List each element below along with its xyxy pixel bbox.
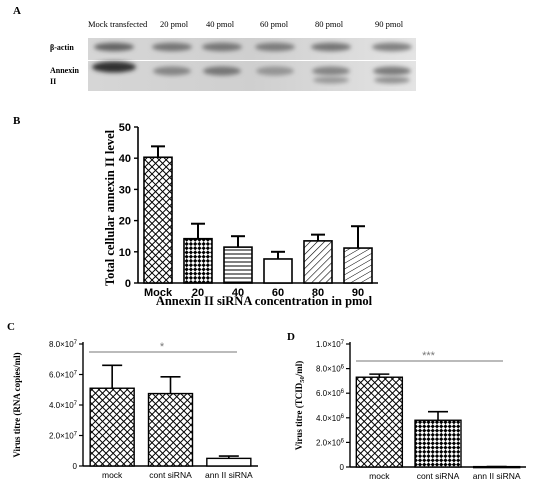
x-tick-label: mock <box>102 470 123 480</box>
panel-label-a: A <box>13 5 21 17</box>
band-annexin-lower <box>374 76 410 84</box>
y-tick-label: 40 <box>119 153 131 165</box>
y-tick-label: 30 <box>119 184 131 196</box>
chart-d: 0 2.0×106 4.0×106 6.0×106 8.0×106 1.0×107 mock… <box>294 340 526 481</box>
band-beta-actin <box>372 42 412 52</box>
y-axis-label: Virus titre (TCID50/ml) <box>294 361 306 451</box>
y-tick-label: 2.0×107 <box>49 432 78 441</box>
y-tick-label: 8.0×106 <box>316 365 345 374</box>
bar <box>303 240 333 284</box>
x-tick-label: 60 <box>272 287 284 299</box>
bar <box>143 156 173 284</box>
band-annexin <box>373 66 411 76</box>
x-tick-label: 20 <box>192 287 204 299</box>
chart-c: 0 2.0×107 4.0×107 6.0×107 8.0×107 mock cont si… <box>12 340 258 480</box>
y-tick-label: 4.0×106 <box>316 414 345 423</box>
x-tick-label: cont siRNA <box>149 470 192 480</box>
band-beta-actin <box>94 42 134 52</box>
y-tick-label: 6.0×107 <box>49 371 78 380</box>
panel-label-c: C <box>7 321 15 333</box>
x-tick-label: 90 <box>352 287 364 299</box>
x-tick-label: Mock <box>144 287 173 299</box>
y-tick-label: 1.0×107 <box>316 340 345 349</box>
bar <box>206 457 252 467</box>
x-tick-label: ann II siRNA <box>205 470 253 480</box>
x-tick-label: ann II siRNA <box>473 471 521 481</box>
y-tick-label: 4.0×107 <box>49 401 78 410</box>
significance-marker: *** <box>422 350 436 362</box>
bar <box>355 376 404 468</box>
y-tick-label: 0 <box>73 462 78 471</box>
bar <box>147 392 194 467</box>
band-annexin <box>153 66 191 76</box>
y-tick-label: 6.0×106 <box>316 389 345 398</box>
y-tick-label: 0 <box>125 278 131 290</box>
blot-row-label-annexin: Annexin <box>50 66 79 75</box>
y-tick-label: 10 <box>119 247 131 259</box>
lane-label-80: 80 pmol <box>315 19 344 29</box>
lane-label-60: 60 pmol <box>260 19 289 29</box>
bar <box>472 465 521 469</box>
panel-label-b: B <box>13 115 21 127</box>
significance-marker: * <box>160 341 165 353</box>
y-axis-label: Total cellular annexin II level <box>103 129 117 286</box>
x-tick-label: 80 <box>312 287 324 299</box>
bar <box>183 237 213 284</box>
y-tick-label: 0 <box>340 463 345 472</box>
band-annexin <box>92 61 136 73</box>
lane-label-mock: Mock transfected <box>88 19 148 29</box>
x-tick-label: cont siRNA <box>417 471 460 481</box>
bar <box>414 419 462 468</box>
band-beta-actin <box>202 42 242 52</box>
x-tick-label: 40 <box>232 287 244 299</box>
band-annexin <box>256 66 294 76</box>
band-annexin-lower <box>313 76 349 84</box>
y-tick-label: 2.0×106 <box>316 438 345 447</box>
blot-strip-beta-actin <box>88 38 416 60</box>
lane-label-20: 20 pmol <box>160 19 189 29</box>
y-tick-label: 8.0×107 <box>49 340 78 349</box>
band-beta-actin <box>152 42 192 52</box>
blot-row-label-beta-actin: β-actin <box>50 43 74 52</box>
band-beta-actin <box>255 42 295 52</box>
y-tick-label: 20 <box>119 216 131 228</box>
lane-label-40: 40 pmol <box>206 19 235 29</box>
western-blot <box>88 38 416 91</box>
band-annexin <box>312 66 350 76</box>
band-beta-actin <box>311 42 351 52</box>
bar <box>89 387 135 467</box>
y-tick-label: 50 <box>119 122 131 134</box>
panel-label-d: D <box>287 331 295 343</box>
bar <box>263 258 293 284</box>
y-axis-label: Virus titre (RNA copies/ml) <box>12 352 22 457</box>
bar <box>343 247 373 284</box>
x-axis-label: Annexin II siRNA concentration in pmol <box>156 294 373 308</box>
blot-row-label-ii: II <box>50 77 56 86</box>
band-annexin <box>203 66 241 76</box>
bar <box>223 246 253 284</box>
blot-strip-annexin <box>88 61 416 91</box>
blot-lane-labels: Mock transfected 20 pmol 40 pmol 60 pmol… <box>88 19 404 29</box>
lane-label-90: 90 pmol <box>375 19 404 29</box>
x-tick-label: mock <box>369 471 390 481</box>
